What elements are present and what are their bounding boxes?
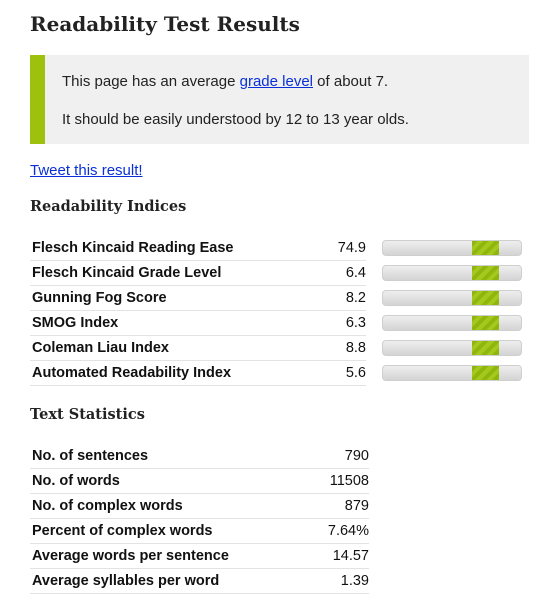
stat-name: No. of complex words xyxy=(30,493,274,519)
summary-text-post: of about 7. xyxy=(313,73,389,90)
index-row: SMOG Index 6.3 xyxy=(30,310,542,336)
indices-heading: Readability Indices xyxy=(30,198,187,215)
index-row: Flesch Kincaid Grade Level 6.4 xyxy=(30,260,542,286)
index-level-marker xyxy=(472,341,499,355)
index-bar-cell xyxy=(366,261,542,286)
index-bar-cell xyxy=(366,361,542,386)
index-value: 5.6 xyxy=(328,360,366,386)
index-value: 6.3 xyxy=(328,310,366,336)
summary-text-pre: This page has an average xyxy=(62,73,240,90)
index-row: Flesch Kincaid Reading Ease 74.9 xyxy=(30,236,542,261)
index-bar-cell xyxy=(366,236,542,261)
stat-row: No. of complex words 879 xyxy=(30,493,369,519)
stat-row: Percent of complex words 7.64% xyxy=(30,518,369,544)
age-summary-line: It should be easily understood by 12 to … xyxy=(62,111,409,128)
stat-row: Average syllables per word 1.39 xyxy=(30,568,369,594)
index-level-bar xyxy=(382,240,522,257)
grade-summary-box: This page has an average grade level of … xyxy=(30,55,529,144)
stat-name: Average syllables per word xyxy=(30,568,274,594)
index-name: SMOG Index xyxy=(30,310,328,336)
stat-value: 790 xyxy=(274,444,369,469)
stats-heading: Text Statistics xyxy=(30,406,145,423)
grade-level-link[interactable]: grade level xyxy=(239,73,314,90)
stat-name: No. of words xyxy=(30,468,274,494)
index-level-marker xyxy=(472,316,499,330)
text-statistics-table: No. of sentences 790 No. of words 11508 No. … xyxy=(30,444,369,594)
index-name: Gunning Fog Score xyxy=(30,285,328,311)
index-level-marker xyxy=(472,266,499,280)
stat-name: Average words per sentence xyxy=(30,543,274,569)
index-level-bar xyxy=(382,315,522,331)
grade-summary-line: This page has an average grade level of … xyxy=(62,73,388,90)
stat-name: Percent of complex words xyxy=(30,518,274,544)
index-value: 74.9 xyxy=(328,236,366,261)
index-level-marker xyxy=(472,241,499,256)
stat-row: No. of sentences 790 xyxy=(30,444,369,469)
index-value: 8.8 xyxy=(328,335,366,361)
index-level-marker xyxy=(472,366,499,380)
stat-row: Average words per sentence 14.57 xyxy=(30,543,369,569)
index-row: Coleman Liau Index 8.8 xyxy=(30,335,542,361)
index-value: 8.2 xyxy=(328,285,366,311)
stat-value: 1.39 xyxy=(274,568,369,594)
index-name: Flesch Kincaid Grade Level xyxy=(30,260,328,286)
index-name: Flesch Kincaid Reading Ease xyxy=(30,236,328,261)
stat-value: 7.64% xyxy=(274,518,369,544)
stat-value: 14.57 xyxy=(274,543,369,569)
stat-value: 11508 xyxy=(274,468,369,494)
index-name: Coleman Liau Index xyxy=(30,335,328,361)
index-level-marker xyxy=(472,291,499,305)
index-row: Gunning Fog Score 8.2 xyxy=(30,285,542,311)
index-value: 6.4 xyxy=(328,260,366,286)
index-level-bar xyxy=(382,290,522,306)
stat-value: 879 xyxy=(274,493,369,519)
index-level-bar xyxy=(382,265,522,281)
index-bar-cell xyxy=(366,336,542,361)
index-level-bar xyxy=(382,365,522,381)
index-bar-cell xyxy=(366,311,542,336)
tweet-result-link[interactable]: Tweet this result! xyxy=(30,162,143,179)
index-level-bar xyxy=(382,340,522,356)
readability-indices-table: Flesch Kincaid Reading Ease 74.9 Flesch Ki… xyxy=(30,236,542,386)
stat-row: No. of words 11508 xyxy=(30,468,369,494)
index-bar-cell xyxy=(366,286,542,311)
page-title: Readability Test Results xyxy=(30,12,300,36)
stat-name: No. of sentences xyxy=(30,444,274,469)
index-name: Automated Readability Index xyxy=(30,360,328,386)
index-row: Automated Readability Index 5.6 xyxy=(30,360,542,386)
